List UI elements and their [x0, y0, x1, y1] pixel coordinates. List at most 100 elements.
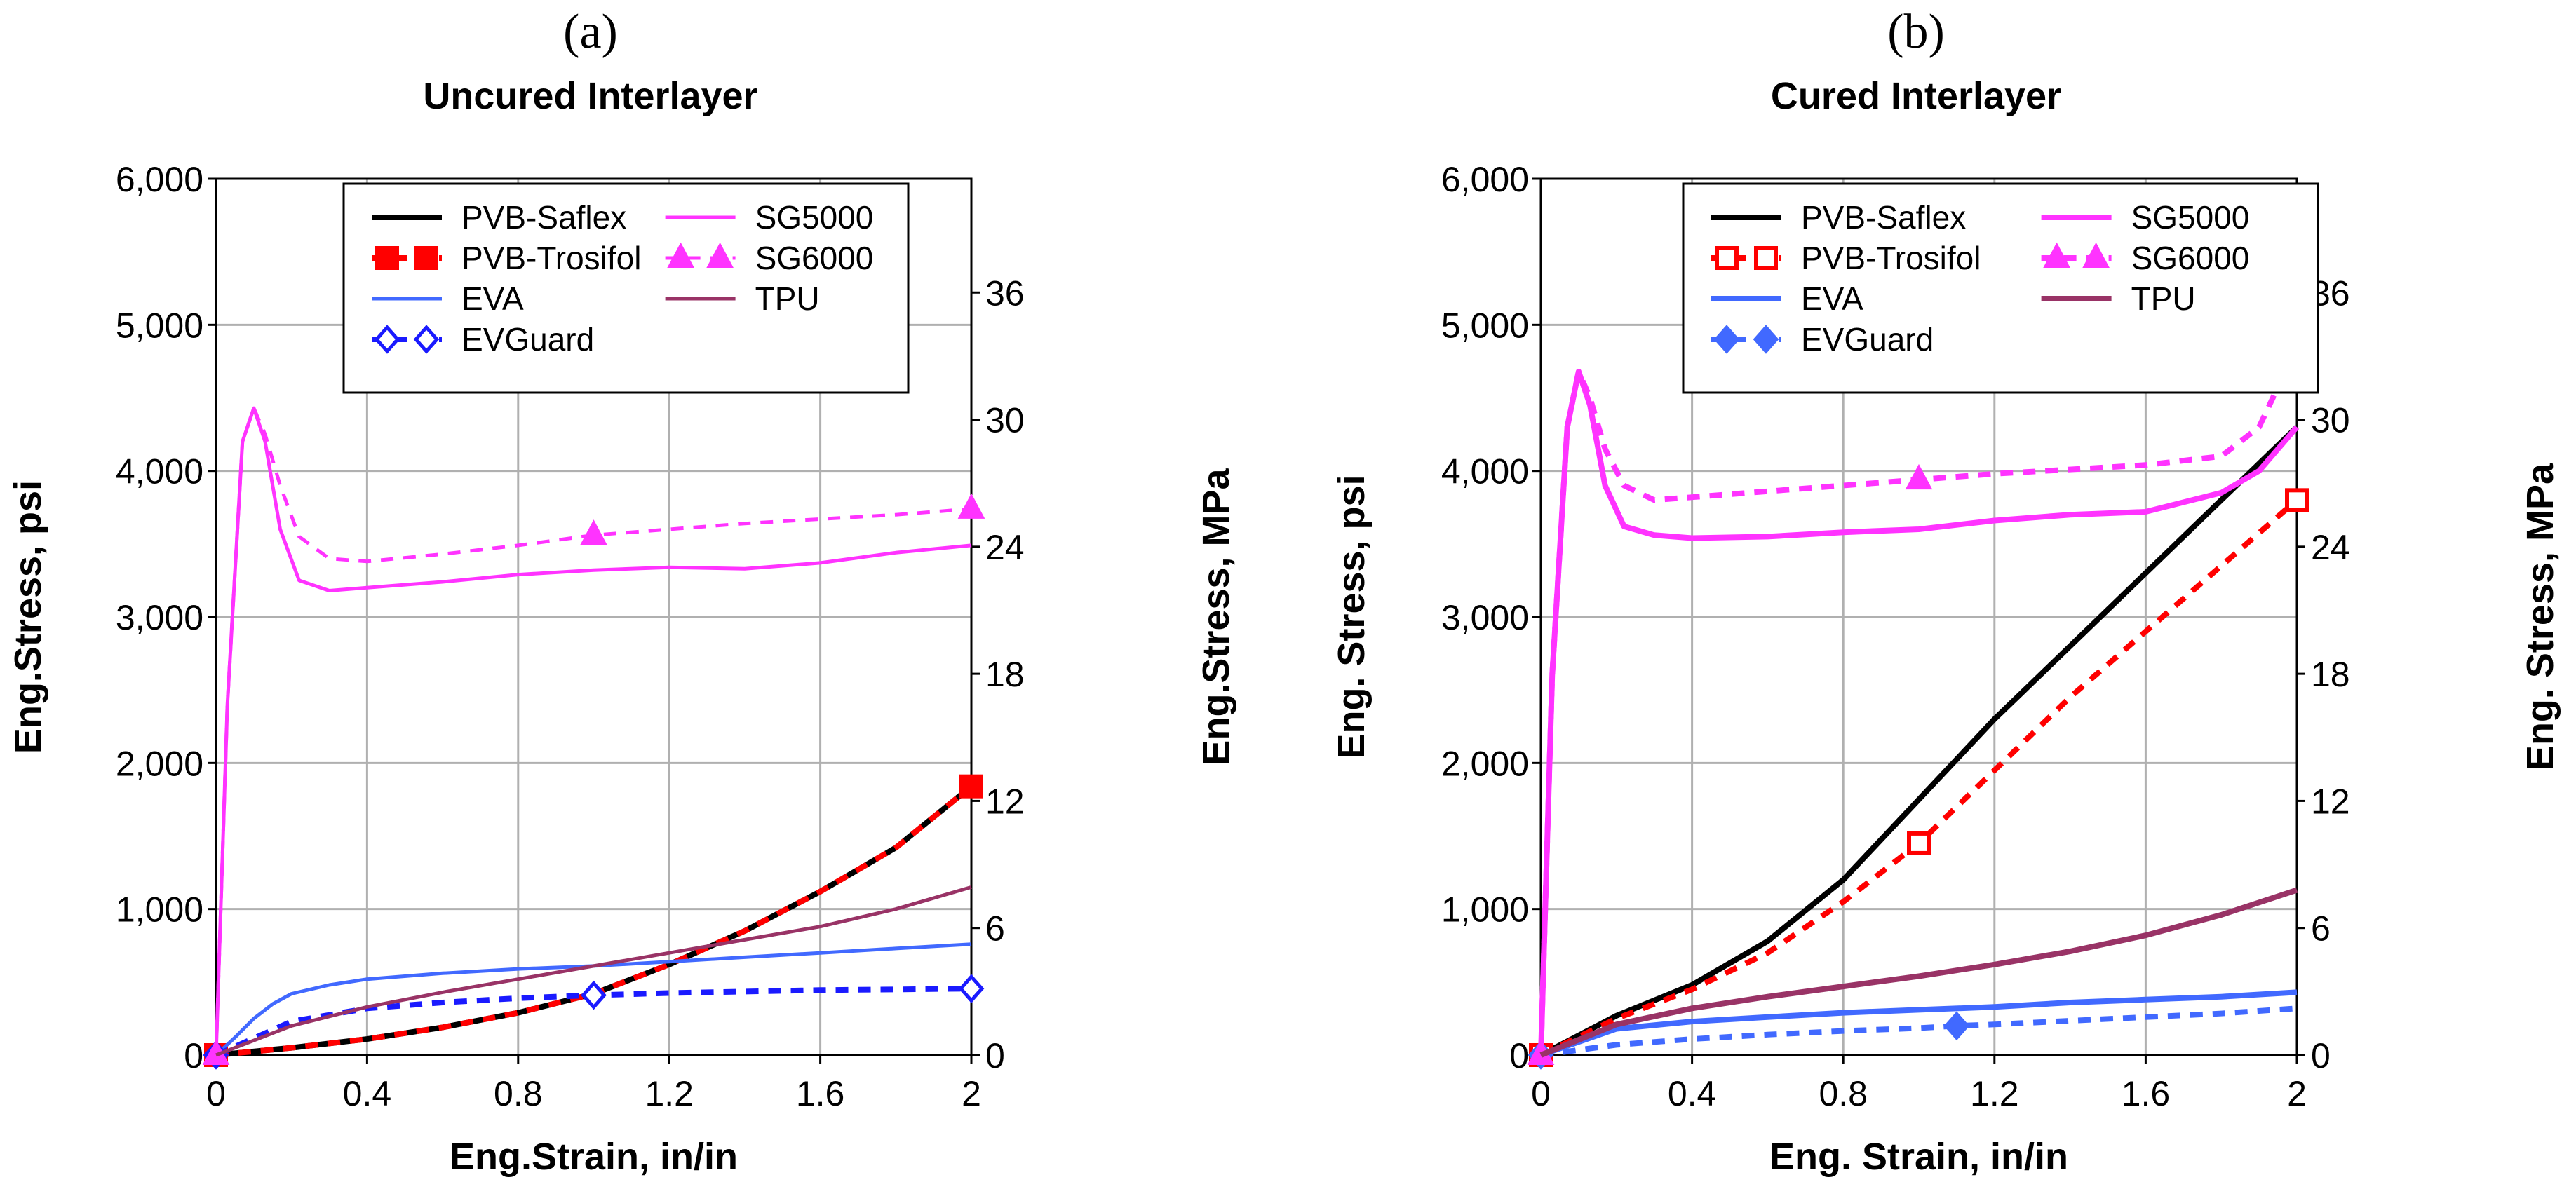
chart-0-legend-marker-evguard	[374, 325, 400, 354]
chart-0-series-pvb-trosifol	[204, 774, 983, 1067]
chart-0-y-tick-label: 4,000	[116, 452, 203, 491]
chart-1-legend-label-pvb-saflex: PVB-Saflex	[1801, 199, 1966, 236]
chart-0-point-evguard	[958, 974, 985, 1003]
chart-0-x-tick-label: 2	[962, 1074, 981, 1113]
chart-1-y-tick-label: 1,000	[1441, 890, 1529, 930]
chart-1-legend-label-sg5000: SG5000	[2131, 199, 2250, 236]
chart-0-line-sg5000	[214, 406, 972, 1056]
chart-0-y-tick-label: 1,000	[116, 890, 203, 930]
chart-0-x-tick-label: 0	[206, 1074, 226, 1113]
chart-0-title: Uncured Interlayer	[423, 75, 757, 117]
chart-1-legend-label-sg6000: SG6000	[2131, 240, 2250, 276]
chart-0-point-sg6000	[957, 493, 985, 519]
chart-1-line-pvb-trosifol	[1539, 498, 2299, 1058]
chart-1-title: Cured Interlayer	[1771, 75, 2061, 117]
chart-0-y2-tick-label: 18	[985, 655, 1025, 694]
chart-1-series-pvb-saflex	[1539, 425, 2299, 1058]
chart-1-legend-marker-pvb-trosifol	[1715, 246, 1739, 270]
chart-1-y2-tick-label: 30	[2311, 401, 2350, 440]
chart-0-line-eva	[215, 942, 972, 1056]
chart-1-y2-tick-label: 0	[2311, 1036, 2331, 1075]
chart-1-point-pvb-trosifol	[2285, 488, 2309, 512]
chart-0-line-sg6000	[214, 406, 972, 1056]
chart-1-line-pvb-saflex	[1539, 425, 2299, 1058]
chart-0-point-evguard	[581, 980, 607, 1010]
chart-0-legend-label-sg6000: SG6000	[755, 240, 874, 276]
chart-1-y2-tick-label: 6	[2311, 909, 2331, 949]
chart-1-y2-axis-label: Eng. Stress, MPa	[2519, 463, 2561, 770]
chart-1-y-axis-label: Eng. Stress, psi	[1330, 475, 1373, 759]
chart-0-x-axis-label: Eng.Strain, in/in	[450, 1136, 738, 1178]
chart-0-x-tick-label: 1.6	[796, 1074, 845, 1113]
chart-0-series-evguard	[203, 974, 985, 1070]
chart-1-x-tick-label: 1.2	[1970, 1074, 2019, 1113]
chart-0-legend-label-eva: EVA	[461, 280, 524, 317]
chart-1-legend-label-pvb-trosifol: PVB-Trosifol	[1801, 240, 1981, 276]
chart-1-legend-marker-sg6000	[2043, 242, 2070, 268]
chart-0-y2-tick-label: 12	[985, 782, 1025, 821]
chart-0-legend: PVB-Saflex SG5000 PVB-Trosifol SG6000 EVA TPU…	[342, 182, 910, 394]
chart-0-series-eva	[215, 942, 972, 1056]
chart-1-y2-tick-label: 18	[2311, 655, 2350, 694]
chart-1-y2-tick-label: 12	[2311, 782, 2350, 821]
chart-0-y-tick-label: 3,000	[116, 598, 203, 637]
chart-1-point-evguard	[1943, 1011, 1970, 1041]
chart-1-legend-box	[1682, 182, 2319, 394]
chart-0-y-tick-label: 6,000	[116, 160, 203, 199]
chart-0-y2-tick-label: 0	[985, 1036, 1005, 1075]
chart-0-y-axis-label: Eng.Stress, psi	[7, 480, 49, 754]
chart-1-y-tick-label: 5,000	[1441, 306, 1529, 345]
chart-1-x-tick-label: 0	[1531, 1074, 1551, 1113]
chart-1-point-pvb-trosifol	[1907, 831, 1931, 855]
chart-1-legend-label-tpu: TPU	[2131, 280, 2196, 317]
chart-0-legend-label-pvb-saflex: PVB-Saflex	[461, 199, 626, 236]
chart-1-legend-label-evguard: EVGuard	[1801, 321, 1934, 358]
chart-0-panel-label: (a)	[563, 5, 618, 59]
chart-0-series-tpu	[215, 885, 972, 1057]
chart-0-y2-tick-label: 30	[985, 401, 1025, 440]
chart-0-y2-axis-label: Eng.Stress, MPa	[1195, 468, 1237, 765]
chart-1-y-tick-label: 4,000	[1441, 452, 1529, 491]
chart-0-legend-marker-sg6000	[706, 242, 734, 268]
chart-0-legend-marker-pvb-trosifol	[414, 246, 438, 270]
chart-0-legend-label-pvb-trosifol: PVB-Trosifol	[461, 240, 641, 276]
chart-1-x-tick-label: 2	[2287, 1074, 2307, 1113]
chart-1-x-tick-label: 0.8	[1819, 1074, 1868, 1113]
chart-1-legend-marker-sg6000	[2082, 242, 2110, 268]
chart-0-legend-marker-pvb-trosifol	[375, 246, 399, 270]
chart-1-y-tick-label: 2,000	[1441, 744, 1529, 783]
chart-0-y-tick-label: 0	[184, 1036, 203, 1075]
chart-1-legend-marker-evguard	[1713, 325, 1740, 354]
chart-0-point-sg6000	[580, 519, 607, 545]
chart-0-y2-tick-label: 24	[985, 528, 1025, 567]
chart-1-y2-tick-label: 24	[2311, 528, 2350, 567]
chart-0-legend-label-sg5000: SG5000	[755, 199, 874, 236]
chart-1-line-tpu	[1539, 887, 2298, 1058]
chart-1-x-axis-label: Eng. Strain, in/in	[1769, 1136, 2068, 1178]
chart-1-series-sg6000	[1527, 331, 2311, 1065]
chart-1-point-sg6000	[1905, 463, 1933, 490]
chart-1-panel-label: (b)	[1887, 5, 1945, 59]
chart-0-y2-tick-label: 6	[985, 909, 1005, 949]
chart-0-y-tick-label: 2,000	[116, 744, 203, 783]
chart-1-legend-marker-evguard	[1753, 325, 1779, 354]
chart-1-legend-label-eva: EVA	[1801, 280, 1863, 317]
chart-1-line-eva	[1539, 989, 2298, 1058]
chart-1-y-tick-label: 0	[1509, 1036, 1529, 1075]
chart-0-x-tick-label: 0.4	[343, 1074, 392, 1113]
chart-0-point-pvb-trosifol	[959, 774, 983, 799]
chart-0-series-sg5000	[214, 406, 972, 1056]
chart-1-x-tick-label: 0.4	[1668, 1074, 1717, 1113]
chart-0-legend-label-tpu: TPU	[755, 280, 820, 317]
chart-0-legend-marker-sg6000	[667, 242, 694, 268]
chart-1-line-evguard	[1540, 1005, 2298, 1058]
chart-0-legend-marker-evguard	[413, 325, 440, 354]
chart-0-x-tick-label: 1.2	[645, 1074, 694, 1113]
chart-1-series-tpu	[1539, 887, 2298, 1058]
chart-1-line-sg6000	[1538, 345, 2300, 1056]
chart-0-legend-label-evguard: EVGuard	[461, 321, 594, 358]
chart-1-legend: PVB-Saflex SG5000 PVB-Trosifol SG6000 EVA TPU…	[1682, 182, 2319, 394]
